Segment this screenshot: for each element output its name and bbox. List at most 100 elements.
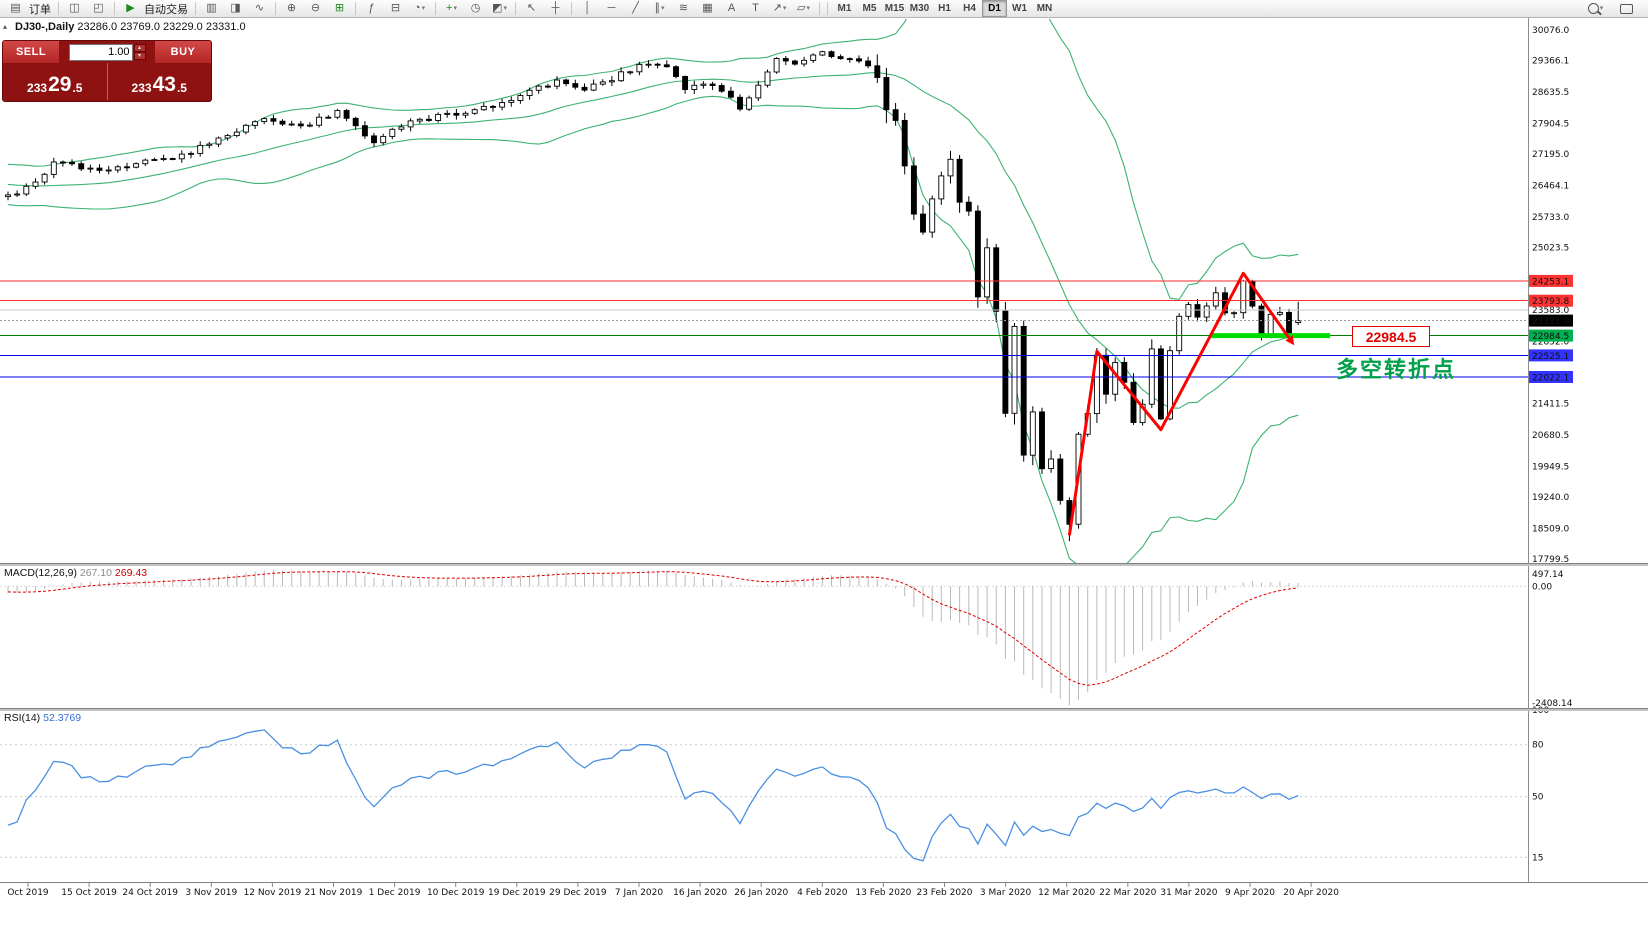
svg-text:29 Dec 2019: 29 Dec 2019 [549,888,607,898]
new-order-icon: ▤ [10,2,21,14]
tile-windows-icon: ⊟ [390,2,401,14]
autotrade-button-label[interactable]: 自动交易 [144,3,188,16]
buy-button[interactable]: BUY [155,41,211,63]
toolbar-separator [195,2,196,15]
toolbar-new-chart-button[interactable]: + ▾ [446,2,457,14]
support-price-callout[interactable]: 22984.5 [1352,326,1430,347]
svg-text:50: 50 [1532,793,1544,803]
toolbar-period-converter-button[interactable]: ◔ ▾ [413,2,426,14]
autotrade-icon: ▶ [126,2,135,14]
shapes-tool-icon: ▱ [797,2,806,14]
sell-price[interactable]: 233 29.5 [3,63,108,100]
timeframe-button-D1[interactable]: D1 [982,0,1007,17]
svg-text:26 Jan 2020: 26 Jan 2020 [734,888,788,898]
toolbar-new-order-button[interactable]: ▤ [4,0,27,17]
timeframe-button-M30[interactable]: M30 [909,3,930,14]
chart-title: DJ30-,Daily 23286.0 23769.0 23229.0 2333… [15,21,246,33]
svg-text:12 Mar 2020: 12 Mar 2020 [1038,888,1095,898]
chart-windows-icon: ◫ [69,2,80,14]
svg-text:30076.0: 30076.0 [1532,26,1569,36]
toolbar-text-label-button[interactable]: A [720,0,743,17]
svg-text:497.14: 497.14 [1532,570,1564,580]
buy-price[interactable]: 233 43.5 [108,63,212,100]
toolbar-crosshair-button[interactable]: ┼ [544,0,567,17]
toolbar-bar-chart-type-button[interactable]: ▥ [200,0,223,17]
zoom-in-icon: ⊕ [286,2,297,14]
timeframe-button-group: M1 M5 M15 M30 H1 H4 D1 W1 MN [832,0,1057,17]
chart-properties-icon: ◩ [492,2,503,14]
toolbar-clock-button[interactable]: ◷ [464,0,487,17]
toolbar-arrow-tool-button[interactable]: ↗ ▾ [772,2,787,14]
svg-text:22984.5: 22984.5 [1532,332,1569,342]
crosshair-icon: ┼ [551,2,560,14]
sell-button[interactable]: SELL [3,41,59,63]
toolbar-profiles-button[interactable]: ◰ [87,0,110,17]
toolbar-grid-button[interactable]: ⊞ [328,0,351,17]
toolbar-fibonacci-button[interactable]: ≋ [672,0,695,17]
one-click-collapse-arrow[interactable]: ▴ [3,22,8,31]
line-chart-type-icon: ∿ [254,2,265,14]
profiles-icon: ◰ [93,2,104,14]
price-axis[interactable]: 30076.0 29366.1 28635.5 27904.5 27195.0 26464… [1528,18,1648,883]
svg-text:21 Nov 2019: 21 Nov 2019 [305,888,363,898]
time-axis[interactable]: Oct 2019 15 Oct 2019 24 Oct 2019 3 Nov 2019… [7,883,1339,898]
toolbar-separator [827,2,828,15]
sell-price-base: 233 [27,80,48,95]
svg-text:0.00: 0.00 [1532,582,1552,592]
grid-tool-icon: ▦ [702,2,713,14]
timeframe-button-W1[interactable]: W1 [1012,3,1027,14]
toolbar-cursor-button[interactable]: ↖ [520,0,543,17]
toolbar-shapes-tool-button[interactable]: ▱ ▾ [797,2,810,14]
timeframe-button-M15[interactable]: M15 [884,3,905,14]
svg-text:24253.1: 24253.1 [1532,277,1569,287]
timeframe-button-MN[interactable]: MN [1036,3,1053,14]
vertical-line-icon: │ [584,2,591,14]
toolbar-zoom-in-button[interactable]: ⊕ [280,0,303,17]
chat-icon[interactable] [1615,0,1638,17]
order-button-label[interactable]: 订单 [29,3,51,16]
svg-text:Oct 2019: Oct 2019 [7,888,49,898]
toolbar-channel-button[interactable]: ∥ ▾ [654,2,665,14]
svg-text:3 Mar 2020: 3 Mar 2020 [980,888,1032,898]
macd-signal-line [7,571,1299,686]
toolbar-tile-windows-button[interactable]: ⊟ [384,0,407,17]
toolbar-zoom-out-button[interactable]: ⊖ [304,0,327,17]
indicators-icon: ƒ [368,2,375,14]
toolbar-indicators-button[interactable]: ƒ [360,0,383,17]
timeframe-button-M1[interactable]: M1 [837,3,852,14]
toolbar-vertical-line-button[interactable]: │ [576,0,599,17]
buy-price-base: 233 [131,80,152,95]
symbol-period-label: DJ30-,Daily [15,21,75,33]
search-icon[interactable]: ▾ [1584,0,1607,17]
timeframe-button-H1[interactable]: H1 [938,3,951,14]
toolbar-line-chart-type-button[interactable]: ∿ [248,0,271,17]
trend-drawing-objects[interactable] [1067,271,1331,536]
timeframe-button-M5[interactable]: M5 [862,3,877,14]
toolbar-candlestick-type-button[interactable]: ◨ [224,0,247,17]
toolbar-horizontal-line-button[interactable]: ─ [600,0,623,17]
svg-text:20 Apr 2020: 20 Apr 2020 [1283,888,1339,898]
trend-zigzag-object[interactable] [1067,271,1291,536]
timeframe-button-H4[interactable]: H4 [963,3,976,14]
toolbar-grid-tool-button[interactable]: ▦ [696,0,719,17]
toolbar-chart-properties-button[interactable]: ◩ ▾ [492,2,507,14]
sell-price-frac: .5 [72,80,83,95]
toolbar-text-tool-button[interactable]: T [744,0,767,17]
channel-icon: ∥ [654,2,660,14]
lot-increase-button[interactable]: ▴ [133,44,146,52]
toolbar-separator [571,2,572,15]
svg-text:3 Nov 2019: 3 Nov 2019 [185,888,237,898]
lot-size-input[interactable] [68,43,133,61]
svg-text:22525.1: 22525.1 [1532,352,1569,362]
toolbar-chart-windows-button[interactable]: ◫ [63,0,86,17]
toolbar-autotrade-button[interactable]: ▶ [119,0,142,17]
arrow-tool-icon: ↗ [772,2,782,14]
toolbar-separator [58,2,59,15]
lot-decrease-button[interactable]: ▾ [133,52,146,60]
toolbar-trendline-button[interactable]: ╱ [624,0,647,17]
svg-text:7 Jan 2020: 7 Jan 2020 [615,888,663,898]
svg-text:22852.0: 22852.0 [1532,337,1569,347]
svg-text:17799.5: 17799.5 [1532,555,1569,565]
